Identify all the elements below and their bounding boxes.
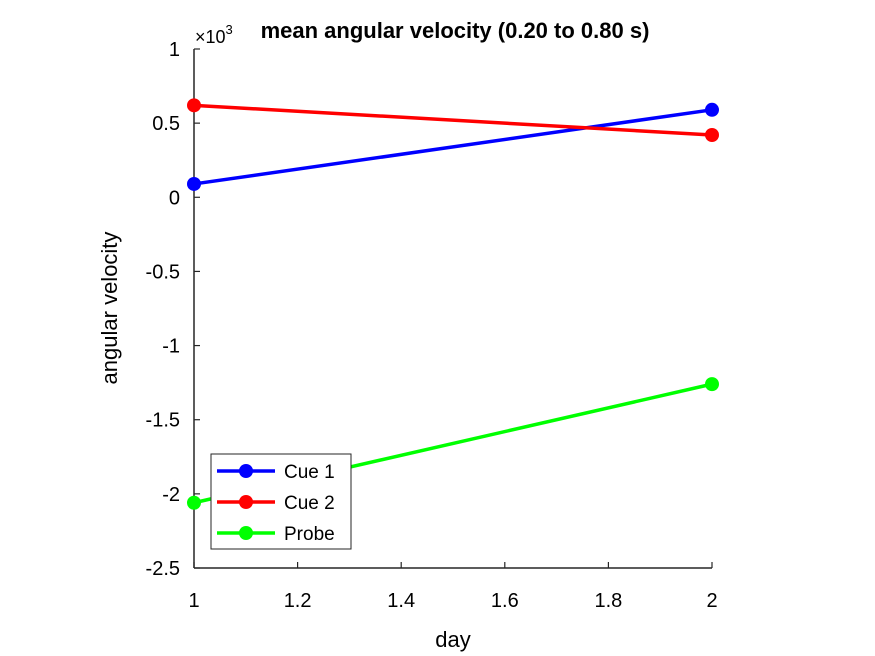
x-tick-label: 1.8 — [594, 590, 622, 612]
y-tick-label: -1.5 — [146, 410, 180, 432]
series-cue-2 — [187, 98, 719, 143]
data-point — [705, 128, 719, 143]
chart-title: mean angular velocity (0.20 to 0.80 s) — [261, 18, 650, 43]
y-tick-label: -0.5 — [146, 261, 180, 283]
y-multiplier-exponent: 3 — [226, 22, 233, 37]
y-multiplier-base: ×10 — [195, 27, 226, 47]
y-tick-label: 0 — [169, 187, 180, 209]
legend-marker — [239, 526, 253, 540]
legend-marker — [239, 495, 253, 509]
y-axis-label: angular velocity — [97, 232, 122, 385]
series-line — [193, 103, 713, 137]
series-cue-1 — [187, 102, 719, 191]
legend-entry: Probe — [284, 524, 335, 545]
data-point — [187, 98, 201, 113]
y-tick-label: -1 — [162, 336, 180, 358]
data-point — [705, 377, 719, 392]
y-tick-label: -2.5 — [146, 558, 180, 580]
x-tick-label: 1 — [188, 590, 199, 612]
x-tick-label: 1.2 — [284, 590, 312, 612]
legend: Cue 1 Cue 2 Probe — [210, 453, 352, 550]
y-tick-label: 0.5 — [152, 113, 180, 135]
y-multiplier-label: ×103 — [195, 22, 233, 47]
series-group — [187, 98, 719, 510]
legend-marker — [239, 464, 253, 478]
x-tick-label: 2 — [706, 590, 717, 612]
legend-entry: Cue 1 — [284, 462, 335, 483]
x-tick-label: 1.6 — [491, 590, 519, 612]
y-tick-label: -2 — [162, 484, 180, 506]
x-axis-label: day — [435, 627, 470, 652]
series-line — [193, 108, 713, 186]
axes: 1 0.5 0 -0.5 -1 -1.5 -2 -2.5 1 1.2 1.4 1.6 1.8 2 — [146, 39, 718, 612]
legend-entry: Cue 2 — [284, 493, 335, 514]
y-tick-label: 1 — [169, 39, 180, 61]
data-point — [187, 495, 201, 510]
data-point — [187, 176, 201, 191]
data-point — [705, 102, 719, 117]
x-tick-label: 1.4 — [387, 590, 415, 612]
